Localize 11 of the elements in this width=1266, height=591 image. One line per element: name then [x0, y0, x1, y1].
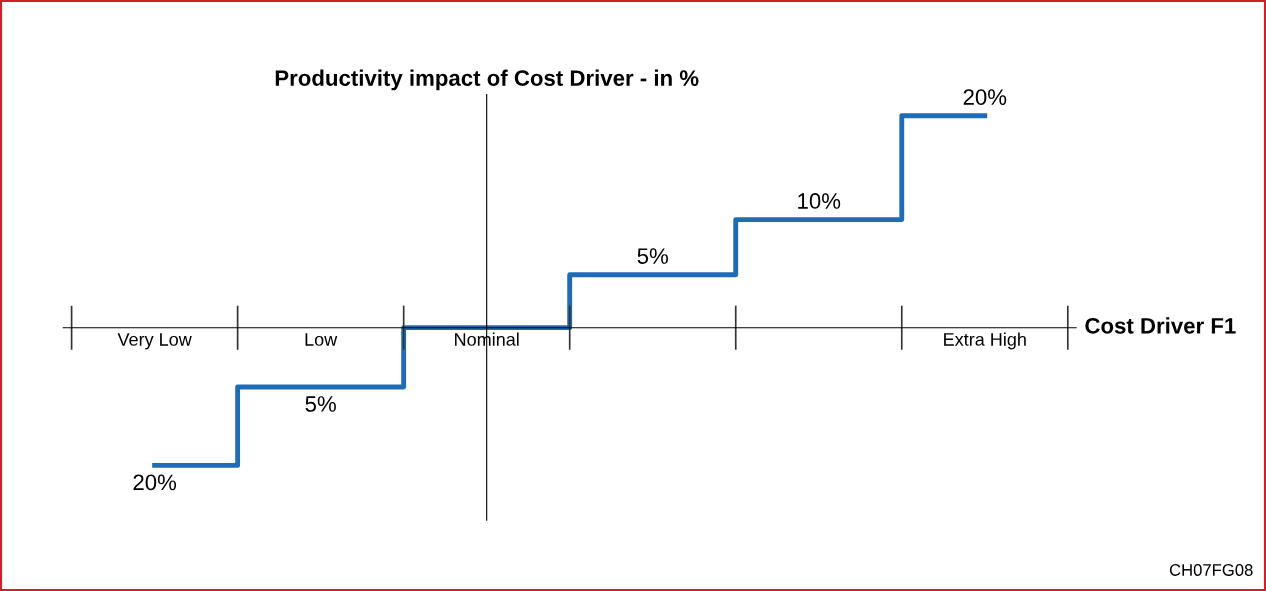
text: 20%: [963, 89, 1007, 105]
x-axis-title: Cost Driver F1: [1085, 317, 1236, 334]
x-tick-label: Extra High: [944, 332, 1026, 350]
text: 5%: [637, 248, 668, 264]
text: 10%: [798, 193, 841, 209]
text: 5%: [305, 396, 336, 412]
x-tick-label: Very Low: [117, 333, 192, 350]
text: CH07FG08: [1169, 564, 1253, 576]
text: 20%: [133, 474, 177, 491]
y-axis-title: Productivity impact of Cost Driver - in %: [275, 69, 699, 91]
x-tick-label: Low: [305, 333, 338, 346]
